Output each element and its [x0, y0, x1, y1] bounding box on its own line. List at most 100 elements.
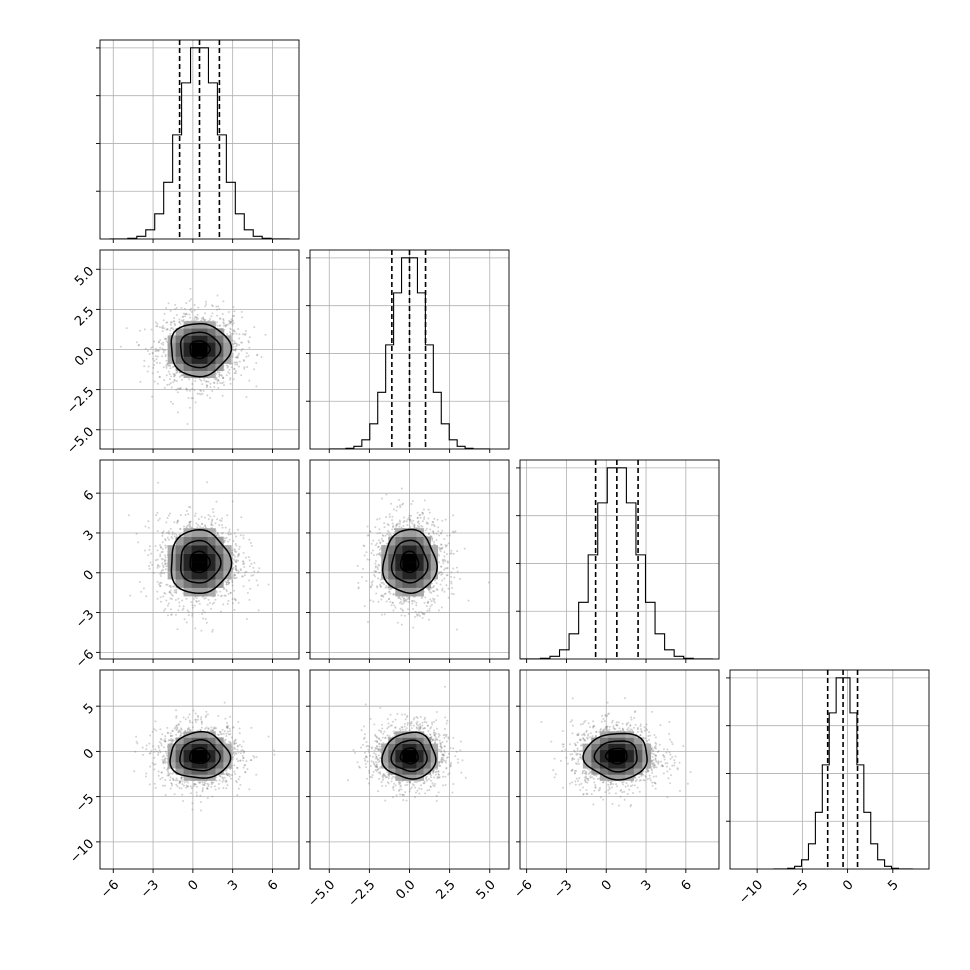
scatter-point [163, 759, 166, 762]
scatter-point [604, 726, 607, 729]
scatter-point [444, 518, 447, 521]
scatter-point [163, 758, 166, 761]
density-bin [215, 570, 224, 580]
scatter-point [444, 544, 447, 547]
density-bin [207, 755, 216, 763]
scatter-point [669, 782, 672, 785]
scatter-point [165, 321, 168, 324]
scatter-point [169, 779, 172, 782]
density-bin [215, 335, 224, 343]
scatter-point [562, 786, 565, 789]
scatter-point [227, 740, 230, 743]
scatter-point [156, 325, 159, 328]
density-bin [608, 737, 618, 744]
scatter-point [437, 609, 440, 612]
scatter-point [435, 719, 438, 722]
scatter-point [392, 775, 395, 778]
scatter-point [237, 343, 240, 346]
scatter-point [423, 782, 426, 785]
scatter-point [374, 733, 377, 736]
scatter-point [654, 782, 657, 785]
scatter-point [164, 546, 167, 549]
scatter-point [678, 761, 681, 764]
scatter-point [391, 515, 394, 518]
scatter-point [228, 533, 231, 536]
scatter-point [238, 775, 241, 778]
scatter-point [233, 361, 236, 364]
scatter-point [193, 317, 196, 320]
scatter-point [221, 728, 224, 731]
histogram-2 [520, 467, 713, 659]
scatter-point [386, 727, 389, 730]
scatter-point [437, 530, 440, 533]
scatter-point [155, 361, 158, 364]
scatter-point [237, 570, 240, 573]
y-tick-label: 0.0 [72, 344, 97, 369]
scatter-point [445, 574, 448, 577]
scatter-point [576, 741, 579, 744]
density-bin [416, 545, 424, 554]
scatter-point [410, 727, 413, 730]
scatter-point [204, 525, 207, 528]
scatter-point [391, 522, 394, 525]
scatter-point [163, 760, 166, 763]
scatter-point [219, 590, 222, 593]
scatter-point [200, 629, 203, 632]
scatter-point [226, 579, 229, 582]
scatter-point [162, 349, 165, 352]
scatter-point [379, 541, 382, 544]
scatter-point [241, 759, 244, 762]
scatter-point [638, 779, 641, 782]
density-bin [402, 749, 410, 757]
scatter-point [171, 365, 174, 368]
scatter-point [444, 716, 447, 719]
scatter-point [435, 539, 438, 542]
scatter-point [366, 777, 369, 780]
scatter-point [167, 302, 170, 305]
scatter-point [176, 726, 179, 729]
scatter-point [576, 749, 579, 752]
scatter-point [162, 530, 165, 533]
scatter-point [183, 618, 186, 621]
scatter-point [382, 534, 385, 537]
scatter-point [428, 607, 431, 610]
scatter-point [237, 787, 240, 790]
density-bin [416, 737, 424, 744]
scatter-point [428, 511, 431, 514]
scatter-point [643, 779, 646, 782]
density-bin [402, 570, 410, 580]
scatter-point [161, 326, 164, 329]
panel-0-0-content [100, 40, 299, 239]
scatter-point [225, 583, 228, 586]
scatter-point [145, 748, 148, 751]
scatter-point [381, 727, 384, 730]
scatter-point [437, 732, 440, 735]
scatter-point [592, 725, 595, 728]
scatter-point [634, 723, 637, 726]
scatter-point [180, 306, 183, 309]
scatter-point [184, 729, 187, 732]
y-tick-label: 3 [81, 528, 97, 544]
scatter-point [605, 727, 608, 730]
panel-3-0-content [100, 670, 299, 869]
scatter-point [155, 559, 158, 562]
scatter-point [664, 762, 667, 765]
scatter-point [413, 524, 416, 527]
scatter-point [377, 754, 380, 757]
scatter-point [419, 614, 422, 617]
scatter-point [234, 560, 237, 563]
scatter-point [415, 601, 418, 604]
scatter-point [594, 735, 597, 738]
scatter-point [373, 574, 376, 577]
density-bin [381, 570, 389, 580]
scatter-point [584, 719, 587, 722]
scatter-point [179, 513, 182, 516]
x-tick-label: 6 [678, 877, 694, 893]
scatter-point [650, 769, 653, 772]
scatter-point [609, 783, 612, 786]
scatter-point [223, 384, 226, 387]
scatter-point [377, 747, 380, 750]
scatter-point [445, 553, 448, 556]
scatter-point [233, 742, 236, 745]
scatter-point [430, 591, 433, 594]
